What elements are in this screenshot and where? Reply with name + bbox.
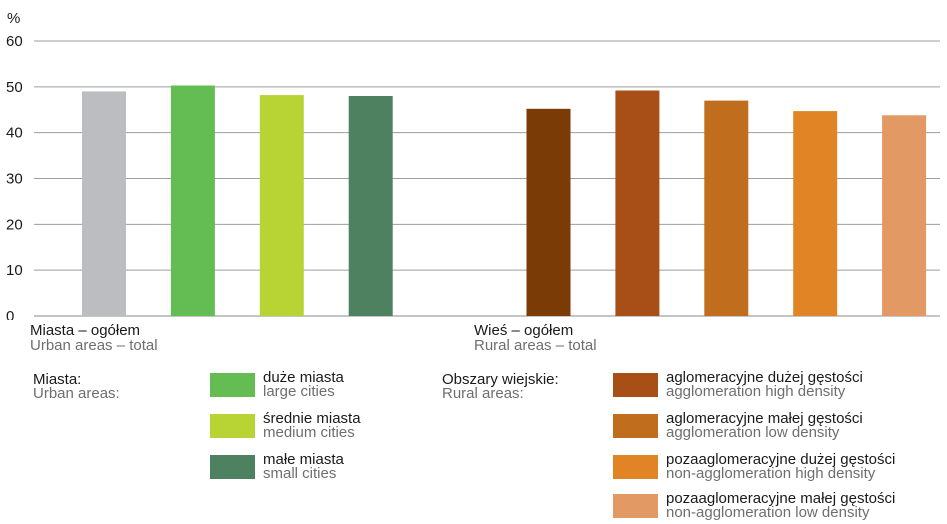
y-tick-label: 60: [6, 33, 23, 50]
legend-label-en: medium cities: [263, 424, 355, 441]
legend-text-agglomeration-low-density: aglomeracyjne małej gęstości agglomerati…: [666, 410, 863, 441]
legend-label-pl: aglomeracyjne dużej gęstości: [666, 369, 863, 386]
category-label-rural-pl: Wieś – ogółem: [474, 322, 574, 339]
bar: [348, 96, 393, 316]
legend-label-pl: pozaaglomeracyjne dużej gęstości: [666, 451, 896, 468]
legend-label-en: non-agglomeration high density: [666, 465, 876, 482]
y-tick-label: 40: [6, 125, 23, 142]
y-tick-label: 20: [6, 216, 23, 233]
legend-heading-urban: Miasta: Urban areas:: [33, 371, 120, 402]
legend-swatch-non-agglomeration-high-density: [613, 455, 658, 479]
legend-swatch-small-cities: [210, 455, 255, 479]
legend-swatch-large-cities: [210, 373, 255, 397]
category-label-urban: Miasta – ogółem Urban areas – total: [30, 323, 158, 353]
legend-swatch-agglomeration-high-density: [613, 373, 658, 397]
legend-label-en: non-agglomeration low density: [666, 504, 870, 521]
y-axis-ticks: 0 10 20 30 40 50 60: [6, 33, 23, 320]
y-axis-unit-label: %: [7, 10, 20, 27]
bar: [882, 115, 927, 317]
bar: [704, 100, 749, 316]
category-label-urban-en: Urban areas – total: [30, 337, 158, 354]
legend-heading-rural-pl: Obszary wiejskie:: [442, 371, 559, 388]
legend-label-pl: średnie miasta: [263, 410, 361, 427]
y-tick-label: 0: [6, 308, 14, 320]
bar: [615, 90, 660, 316]
legend-swatch-medium-cities: [210, 414, 255, 438]
legend-label-en: agglomeration low density: [666, 424, 840, 441]
category-label-rural: Wieś – ogółem Rural areas – total: [474, 323, 597, 353]
legend-text-medium-cities: średnie miasta medium cities: [263, 410, 361, 441]
bar: [170, 85, 215, 316]
bar: [793, 111, 838, 316]
legend-text-agglomeration-high-density: aglomeracyjne dużej gęstości agglomerati…: [666, 369, 863, 400]
legend-text-non-agglomeration-high-density: pozaaglomeracyjne dużej gęstości non-agg…: [666, 451, 896, 482]
legend-heading-rural-en: Rural areas:: [442, 385, 524, 402]
bar-chart: 0 10 20 30 40 50 60 %: [6, 10, 940, 320]
legend-heading-urban-pl: Miasta:: [33, 371, 82, 388]
legend-text-non-agglomeration-low-density: pozaaglomeracyjne małej gęstości non-agg…: [666, 490, 896, 521]
bar: [82, 91, 126, 317]
legend-label-pl: duże miasta: [263, 369, 344, 386]
legend-swatch-agglomeration-low-density: [613, 414, 658, 438]
y-tick-label: 50: [6, 79, 23, 96]
legend-label-pl: małe miasta: [263, 451, 344, 468]
legend-label-en: large cities: [263, 383, 335, 400]
y-tick-label: 10: [6, 262, 23, 279]
legend-heading-rural: Obszary wiejskie: Rural areas:: [442, 371, 559, 402]
category-label-rural-en: Rural areas – total: [474, 337, 597, 354]
bar: [526, 108, 571, 316]
bar: [259, 95, 304, 316]
legend-label-pl: pozaaglomeracyjne małej gęstości: [666, 490, 896, 507]
legend-text-small-cities: małe miasta small cities: [263, 451, 344, 482]
category-label-urban-pl: Miasta – ogółem: [30, 322, 141, 339]
legend-text-large-cities: duże miasta large cities: [263, 369, 344, 400]
legend-swatch-non-agglomeration-low-density: [613, 494, 658, 518]
legend-label-en: small cities: [263, 465, 337, 482]
bars: [82, 85, 927, 317]
legend-label-pl: aglomeracyjne małej gęstości: [666, 410, 863, 427]
y-tick-label: 30: [6, 171, 23, 188]
legend-label-en: agglomeration high density: [666, 383, 846, 400]
legend-heading-urban-en: Urban areas:: [33, 385, 120, 402]
